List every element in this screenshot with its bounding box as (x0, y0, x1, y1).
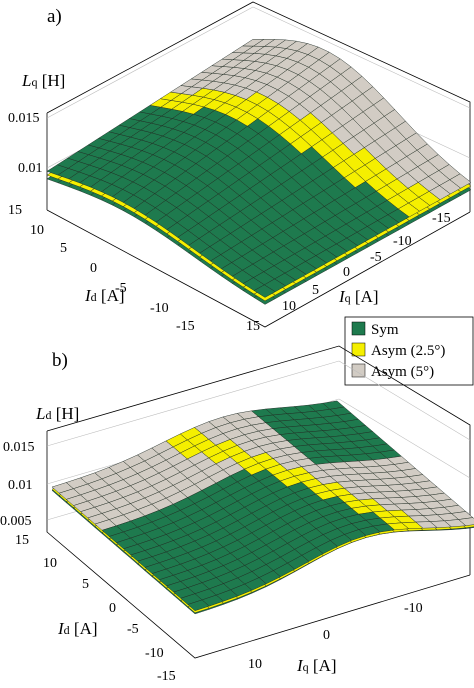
panel-a-id-tick: 15 (8, 203, 22, 218)
panel-a-id-tick: 10 (30, 223, 44, 238)
panel-b-gridline (338, 398, 471, 479)
panel-a-z-tick: 0.015 (8, 111, 40, 126)
panel-b-back-frame (46, 345, 471, 575)
panel-b-surfaces (51, 400, 474, 615)
panel-b-z-axis-label: Ld [H] (35, 404, 79, 423)
legend-box (344, 316, 474, 386)
panel-b-iq-tick: 10 (248, 657, 262, 672)
panel-a-label: a) (47, 6, 62, 27)
panel-b-id-axis-label: Id [A] (57, 619, 98, 638)
panel-b-z-tick: 0.01 (8, 478, 33, 493)
legend: Sym Asym (2.5°) Asym (5°) (344, 316, 474, 386)
panel-b-id-tick: -10 (145, 646, 164, 661)
panel-a-floor-frame (46, 209, 471, 328)
panel-a-surfaces (46, 39, 472, 305)
panel-a-id-axis-label: Id [A] (84, 286, 125, 305)
panel-b-gridline (46, 360, 340, 447)
panel-a-gridline (252, 6, 471, 109)
panel-b-id-tick: -15 (157, 669, 176, 684)
legend-label-asym-5: Asym (5°) (371, 364, 434, 380)
panel-a-gridline (46, 6, 254, 119)
panel-a-iq-tick: 10 (282, 299, 296, 314)
panel-b-id-tick: 0 (109, 601, 116, 616)
panel-a-id-tick: -15 (176, 319, 195, 334)
surface-patch-asym-5 (458, 517, 474, 526)
panel-a: a) 0.015 0.01 Lq [H] 15 10 5 0 -5 -10 -1… (8, 1, 472, 334)
panel-a-iq-tick: -5 (370, 250, 382, 265)
panel-b: b) 0.015 0.01 0.005 Ld [H] 15 10 5 0 -5 … (0, 345, 474, 684)
panel-a-id-tick: -5 (115, 281, 127, 296)
panel-b-id-tick: 5 (82, 577, 89, 592)
panel-b-id-tick: 15 (15, 533, 29, 548)
panel-a-back-frame (46, 1, 471, 212)
surface-patch-asym-5 (449, 173, 472, 189)
panel-b-id-tick: -5 (127, 622, 139, 637)
panel-b-iq-axis-label: Iq [A] (296, 656, 337, 675)
legend-swatch-sym (351, 321, 366, 336)
panel-a-iq-tick: 5 (312, 283, 319, 298)
panel-b-label: b) (52, 350, 68, 371)
panel-b-z-tick: 0.015 (3, 440, 35, 455)
panel-a-id-tick: 5 (60, 241, 67, 256)
panel-a-z-axis-label: Lq [H] (21, 71, 65, 90)
panel-b-iq-tick: 0 (323, 628, 330, 643)
panel-a-iq-axis-label: Iq [A] (338, 287, 379, 306)
panel-a-iq-tick: -10 (393, 234, 412, 249)
legend-label-asym-2-5: Asym (2.5°) (371, 343, 445, 359)
panel-b-iq-tick: -10 (404, 601, 423, 616)
panel-a-z-tick: 0.01 (18, 161, 43, 176)
legend-label-sym: Sym (371, 322, 399, 338)
panel-a-iq-tick: -15 (432, 211, 451, 226)
panel-b-floor-frame (46, 520, 471, 659)
panel-b-z-tick: 0.005 (0, 514, 32, 529)
legend-swatch-asym-2-5 (351, 342, 366, 357)
legend-swatch-asym-5 (351, 363, 366, 378)
panel-a-id-tick: -10 (150, 301, 169, 316)
panel-a-id-tick: 0 (90, 261, 97, 276)
panel-b-gridline (338, 360, 471, 441)
panel-a-iq-tick: 0 (343, 265, 350, 280)
panel-a-iq-tick: 15 (246, 319, 260, 334)
panel-b-id-tick: 10 (43, 556, 57, 571)
